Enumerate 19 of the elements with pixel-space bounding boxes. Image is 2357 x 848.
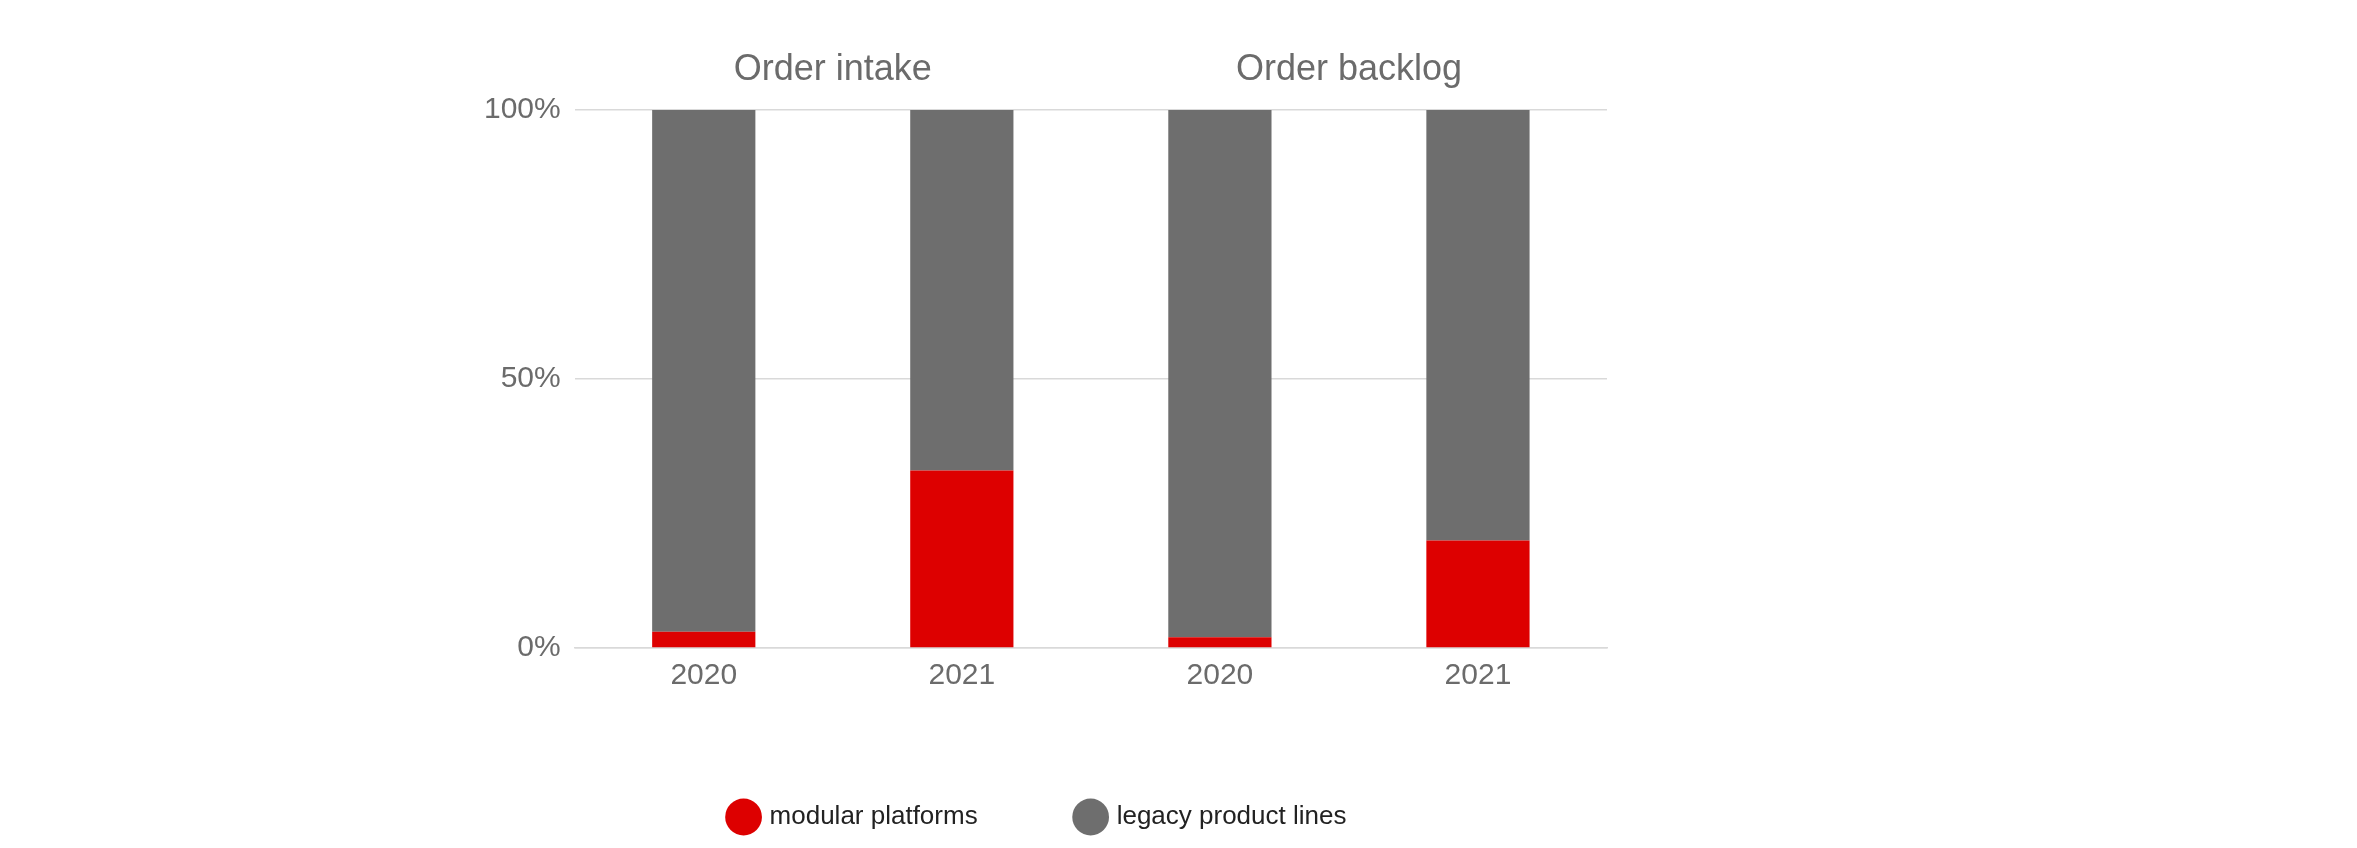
bar [1168,110,1272,638]
y-tick-label: 100% [483,91,561,125]
y-tick-label: 50% [500,360,561,394]
x-tick-label: 2021 [1444,657,1512,691]
bar [652,631,756,648]
x-tick-label: 2021 [928,657,996,691]
bar [1426,110,1530,541]
text: Order intake [733,46,932,88]
y-tick-label: 0% [517,629,561,663]
x-tick-label: 2020 [1186,657,1254,691]
bar [910,470,1014,648]
legend-label: modular platforms [769,800,978,831]
bar [910,110,1014,471]
text: Order backlog [1235,46,1462,88]
x-tick-label: 2020 [670,657,738,691]
bar [1168,637,1272,648]
legend-label: legacy product lines [1116,800,1347,831]
bar [652,110,756,632]
bar [1426,540,1530,648]
